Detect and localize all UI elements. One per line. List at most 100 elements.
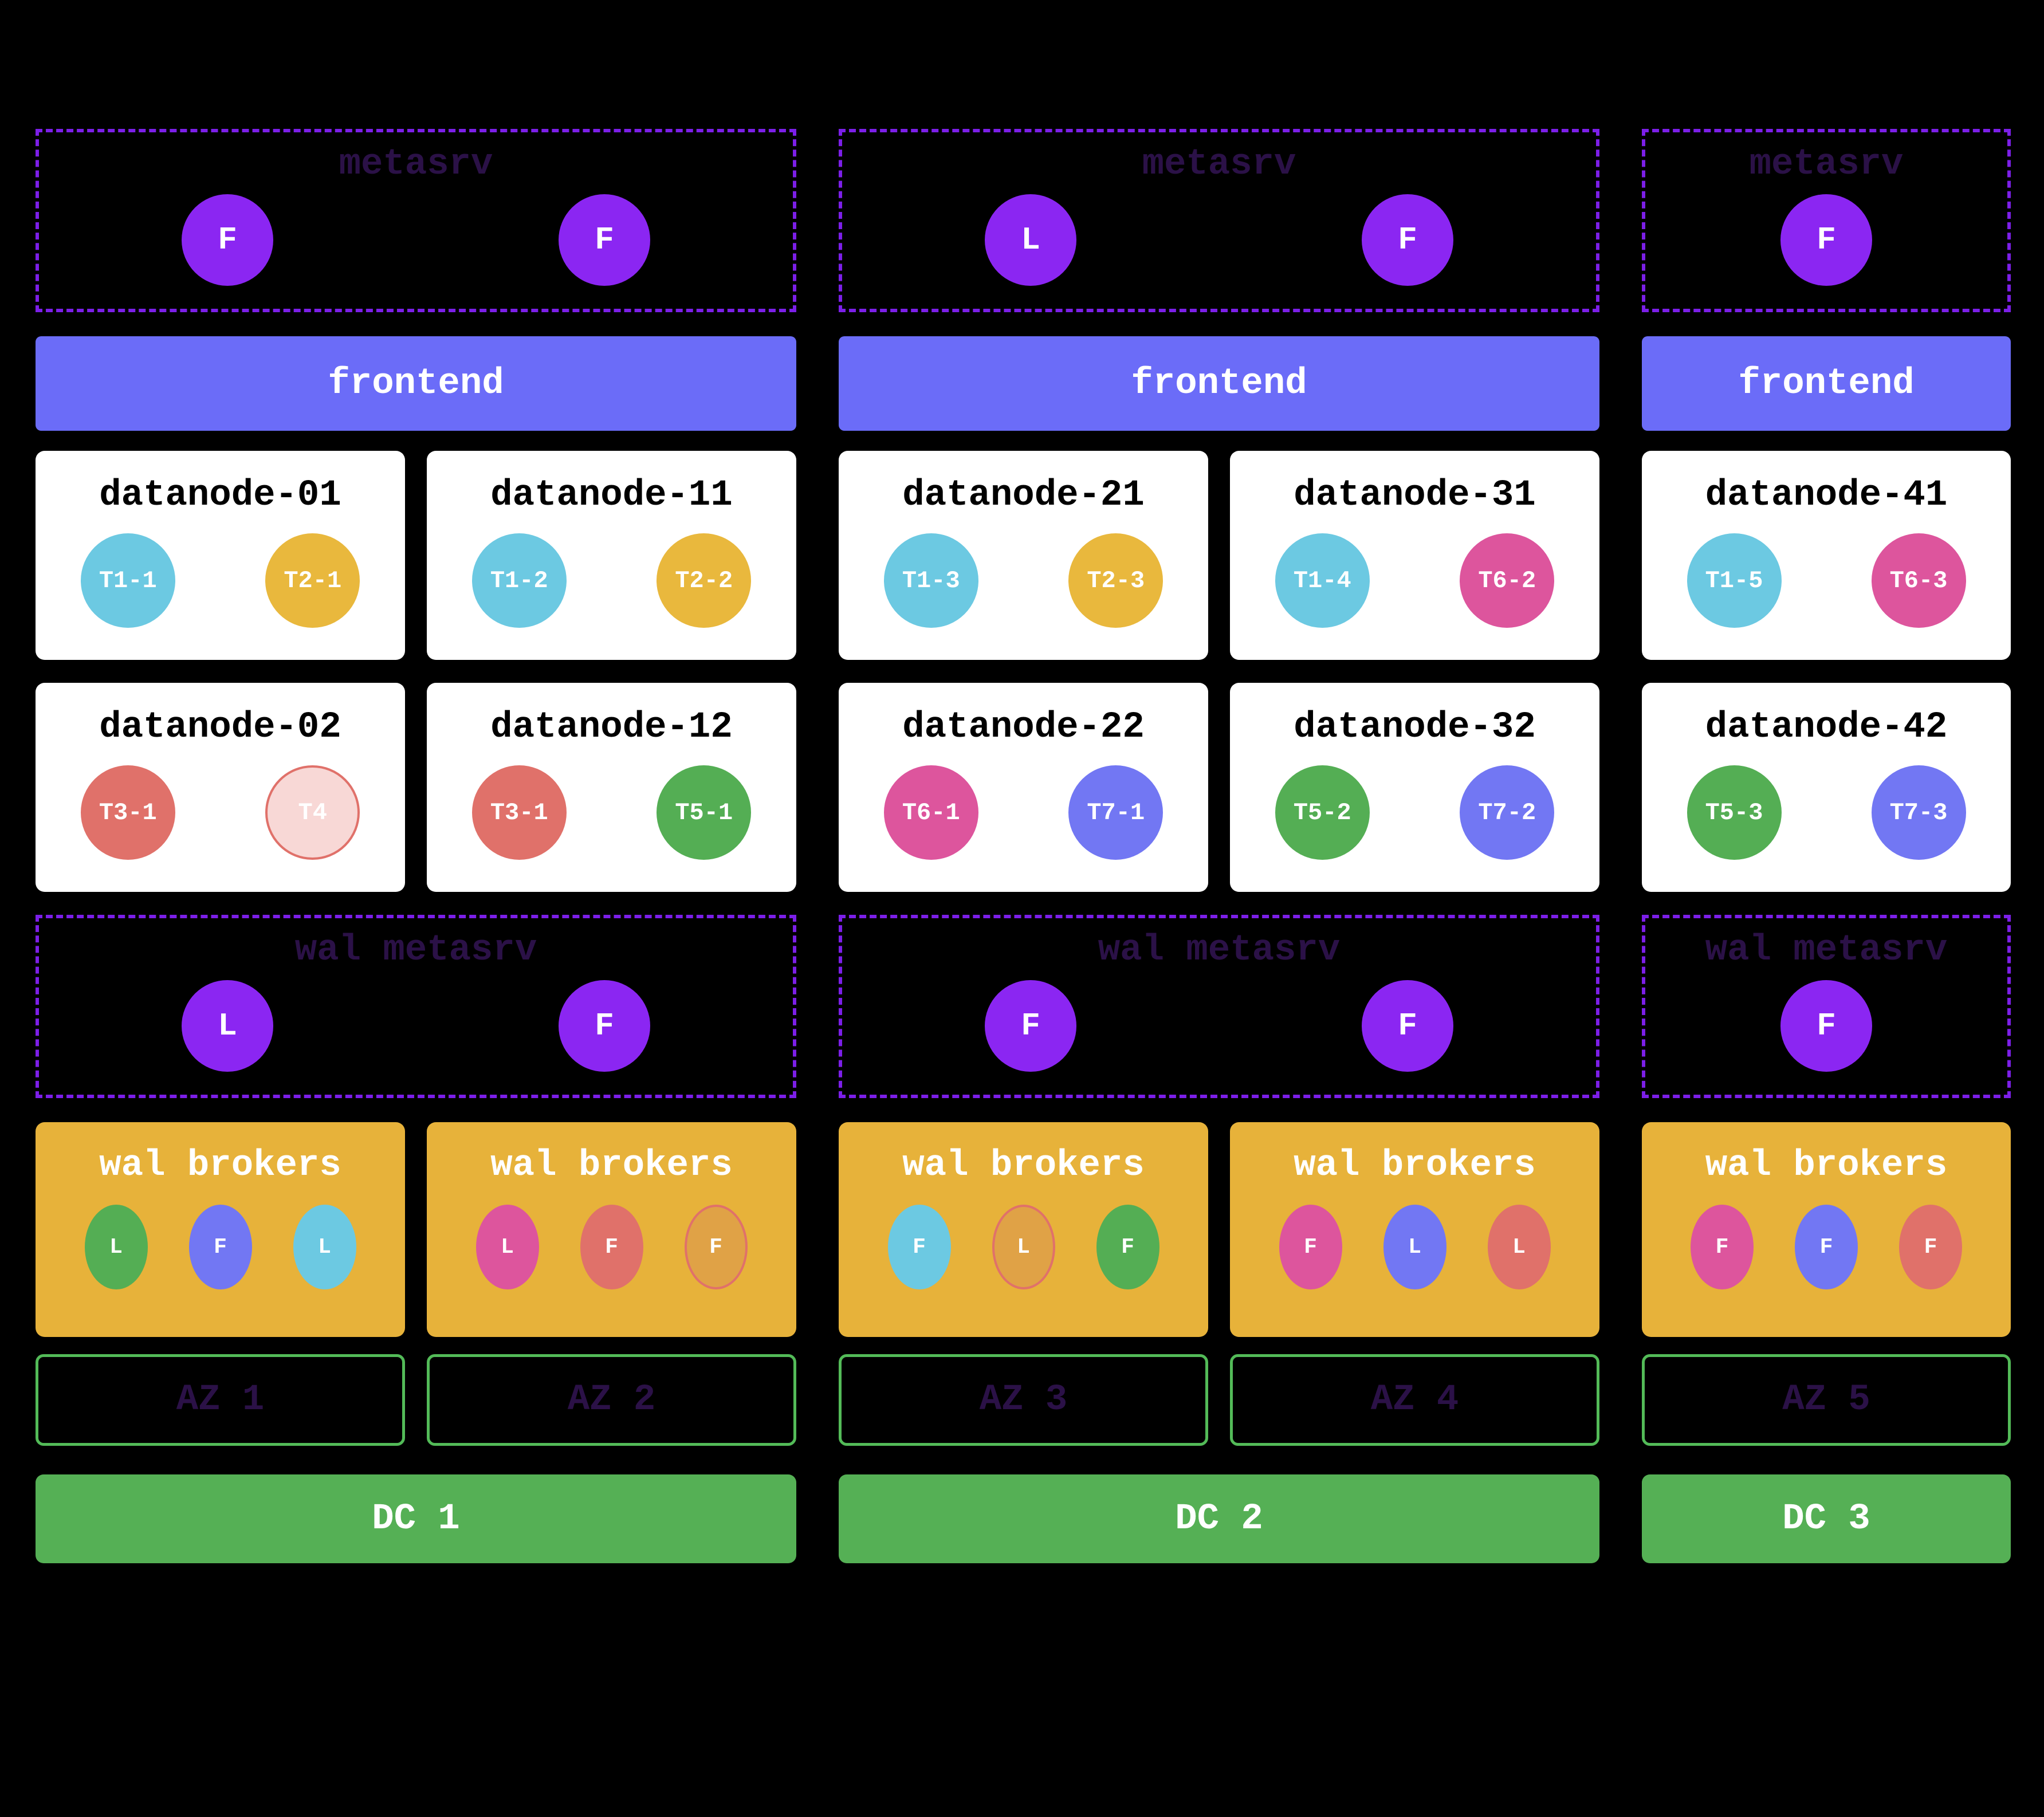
dc1-column: metasrv F F frontend datanode-01 T1-1 T2… (36, 129, 796, 1563)
region-circle: T1-5 (1687, 533, 1782, 628)
metasrv-node-circle: F (1362, 194, 1453, 286)
dc3-metasrv-title: metasrv (1749, 144, 1904, 185)
region-group: T1-1 T2-1 (36, 533, 405, 628)
wal-brokers-title: wal brokers (99, 1145, 341, 1186)
wal-metasrv-nodes: L F (39, 980, 793, 1072)
region-circle: T5-3 (1687, 765, 1782, 860)
broker-node: L (84, 1205, 148, 1289)
datanode-title: datanode-11 (490, 475, 733, 516)
wal-metasrv-node-circle: F (1780, 980, 1872, 1072)
datanode-title: datanode-22 (902, 707, 1145, 748)
dc1-wal-brokers-row: wal brokers L F L wal brokers L F F (36, 1122, 796, 1337)
region-circle: T7-3 (1871, 765, 1966, 860)
wal-brokers-box-az2: wal brokers L F F (427, 1122, 796, 1337)
region-group: T1-2 T2-2 (427, 533, 796, 628)
az-box-3: AZ 3 (839, 1354, 1208, 1446)
region-circle: T2-3 (1068, 533, 1163, 628)
broker-group: F F F (1642, 1205, 2011, 1289)
datanode-box-12: datanode-12 T3-1 T5-1 (427, 683, 796, 892)
broker-node-outlined: L (992, 1205, 1055, 1289)
dc2-az-row: AZ 3 AZ 4 (839, 1354, 1599, 1446)
datanode-title: datanode-02 (99, 707, 341, 748)
wal-brokers-title: wal brokers (1294, 1145, 1536, 1186)
dc2-wal-metasrv-box: wal metasrv F F (839, 915, 1599, 1098)
region-group: T1-3 T2-3 (839, 533, 1208, 628)
dc1-wal-metasrv-box: wal metasrv L F (36, 915, 796, 1098)
broker-node: L (1487, 1205, 1551, 1289)
broker-node: L (475, 1205, 539, 1289)
region-group: T5-3 T7-3 (1642, 765, 2011, 860)
datanode-box-11: datanode-11 T1-2 T2-2 (427, 451, 796, 660)
metasrv-node-circle: F (182, 194, 273, 286)
region-group: T1-5 T6-3 (1642, 533, 2011, 628)
wal-metasrv-node-circle: F (985, 980, 1076, 1072)
region-circle: T5-2 (1275, 765, 1370, 860)
region-group: T3-1 T4 (36, 765, 405, 860)
datanode-title: datanode-21 (902, 475, 1145, 516)
datanode-box-32: datanode-32 T5-2 T7-2 (1230, 683, 1599, 892)
region-circle: T6-3 (1871, 533, 1966, 628)
dc2-metasrv-title: metasrv (1142, 144, 1296, 185)
region-group: T6-1 T7-1 (839, 765, 1208, 860)
region-circle-outlined: T4 (265, 765, 360, 860)
broker-group: L F F (427, 1205, 796, 1289)
region-circle: T3-1 (471, 765, 567, 860)
wal-metasrv-title: wal metasrv (1705, 930, 1948, 971)
region-circle: T6-2 (1460, 533, 1555, 628)
region-circle: T1-2 (471, 533, 567, 628)
wal-metasrv-title: wal metasrv (1098, 930, 1341, 971)
broker-node: L (1383, 1205, 1446, 1289)
dc3-metasrv-box: metasrv F (1642, 129, 2011, 312)
datanode-title: datanode-41 (1705, 475, 1948, 516)
broker-node: F (1795, 1205, 1858, 1289)
dc3-wal-metasrv-box: wal metasrv F (1642, 915, 2011, 1098)
broker-node: F (1279, 1205, 1342, 1289)
wal-metasrv-nodes: F F (842, 980, 1596, 1072)
metasrv-node-circle: L (985, 194, 1076, 286)
region-circle: T1-3 (883, 533, 978, 628)
dc3-bar: DC 3 (1642, 1474, 2011, 1563)
datanode-title: datanode-42 (1705, 707, 1948, 748)
datanode-box-22: datanode-22 T6-1 T7-1 (839, 683, 1208, 892)
wal-brokers-box-az3: wal brokers F L F (839, 1122, 1208, 1337)
wal-metasrv-node-circle: F (559, 980, 650, 1072)
dc3-metasrv-nodes: F (1645, 194, 2007, 286)
wal-brokers-box-az1: wal brokers L F L (36, 1122, 405, 1337)
az-box-2: AZ 2 (427, 1354, 796, 1446)
region-circle: T7-1 (1068, 765, 1163, 860)
region-circle: T7-2 (1460, 765, 1555, 860)
dc3-datanode-row-2: datanode-42 T5-3 T7-3 (1642, 683, 2011, 892)
dc2-metasrv-nodes: L F (842, 194, 1596, 286)
dc3-az-row: AZ 5 (1642, 1354, 2011, 1446)
dc3-datanode-row-1: datanode-41 T1-5 T6-3 (1642, 451, 2011, 660)
wal-metasrv-title: wal metasrv (294, 930, 537, 971)
broker-node: F (580, 1205, 643, 1289)
dc1-datanode-row-1: datanode-01 T1-1 T2-1 datanode-11 T1-2 T… (36, 451, 796, 660)
region-circle: T2-1 (265, 533, 360, 628)
broker-node-outlined: F (684, 1205, 748, 1289)
dc2-bar: DC 2 (839, 1474, 1599, 1563)
dc2-metasrv-box: metasrv L F (839, 129, 1599, 312)
broker-node: F (1899, 1205, 1962, 1289)
wal-metasrv-node-circle: F (1362, 980, 1453, 1072)
dc1-datanode-row-2: datanode-02 T3-1 T4 datanode-12 T3-1 T5-… (36, 683, 796, 892)
dc1-metasrv-box: metasrv F F (36, 129, 796, 312)
region-circle: T2-2 (657, 533, 752, 628)
datanode-box-02: datanode-02 T3-1 T4 (36, 683, 405, 892)
datanode-box-01: datanode-01 T1-1 T2-1 (36, 451, 405, 660)
region-circle: T3-1 (80, 765, 175, 860)
datanode-title: datanode-32 (1294, 707, 1536, 748)
region-circle: T1-1 (80, 533, 175, 628)
metasrv-node-circle: F (559, 194, 650, 286)
dc2-datanode-row-1: datanode-21 T1-3 T2-3 datanode-31 T1-4 T… (839, 451, 1599, 660)
region-group: T5-2 T7-2 (1230, 765, 1599, 860)
dc3-frontend-bar: frontend (1642, 336, 2011, 431)
region-circle: T1-4 (1275, 533, 1370, 628)
datanode-box-41: datanode-41 T1-5 T6-3 (1642, 451, 2011, 660)
broker-node: F (887, 1205, 951, 1289)
metasrv-node-circle: F (1780, 194, 1872, 286)
datanode-title: datanode-01 (99, 475, 341, 516)
broker-group: F L L (1230, 1205, 1599, 1289)
wal-brokers-title: wal brokers (490, 1145, 733, 1186)
